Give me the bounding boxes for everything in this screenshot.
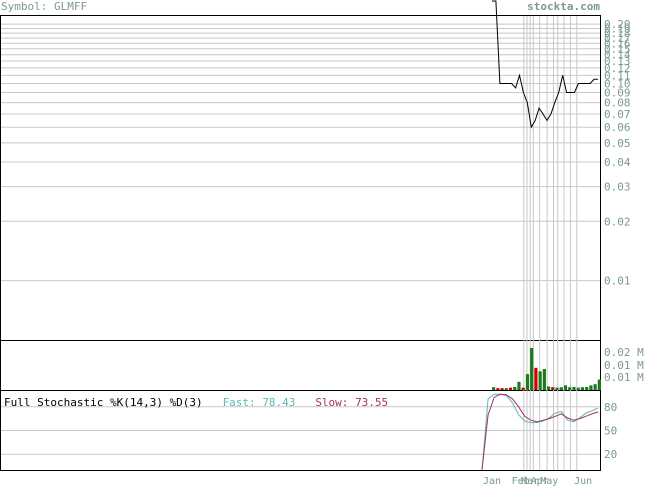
stochastic-tick-label: 20 (604, 448, 617, 461)
volume-bar (563, 385, 568, 390)
price-tick-label: 0.01 (604, 275, 631, 288)
stochastic-grid (1, 406, 600, 455)
volume-bars (492, 348, 601, 390)
fast-label: Fast: (222, 396, 256, 409)
price-tick-label: 0.05 (604, 137, 631, 150)
price-tick-label: 0.03 (604, 181, 631, 194)
volume-bar (504, 388, 508, 390)
volume-bar (538, 371, 542, 390)
volume-bar (492, 387, 496, 390)
stochastic-legend: Full Stochastic %K(14,3) %D(3) Fast: 78.… (4, 396, 388, 409)
x-tick-label: May (540, 476, 558, 486)
volume-bar (508, 387, 513, 390)
volume-bar (572, 386, 576, 390)
price-tick-label: 0.08 (604, 97, 631, 110)
volume-bar (547, 386, 551, 390)
x-tick-label: Mar (521, 476, 539, 486)
volume-bar (517, 381, 521, 390)
volume-bar (500, 388, 504, 390)
slow-value: 73.55 (355, 396, 389, 409)
volume-bar (597, 379, 601, 390)
symbol-label: Symbol: GLMFF (1, 0, 88, 13)
volume-bar (530, 348, 534, 390)
price-tick-label: 0.12 (604, 62, 631, 75)
price-tick-label: 0.20 (604, 18, 631, 31)
volume-bar (585, 386, 589, 390)
volume-bar (542, 369, 546, 390)
volume-bar (513, 386, 517, 390)
price-tick-label: 0.10 (604, 78, 631, 91)
price-grid (1, 23, 600, 282)
price-tick-label: 0.17 (604, 32, 631, 45)
volume-tick-label: 0.01 M (604, 371, 644, 384)
x-tick-label: Feb (512, 476, 530, 486)
site-name[interactable]: stockta.com (527, 0, 600, 13)
volume-bar (525, 374, 530, 390)
x-tick-label: Jan (483, 476, 501, 486)
price-tick-label: 0.14 (604, 49, 631, 62)
slow-label: Slow: (315, 396, 349, 409)
price-tick-label: 0.16 (604, 37, 631, 50)
x-tick-label: Apr (531, 476, 549, 486)
price-tick-label: 0.19 (604, 23, 631, 36)
volume-bar (521, 387, 525, 390)
price-panel-frame (0, 15, 601, 341)
volume-bar (593, 384, 597, 390)
volume-tick-label: 0.01 M (604, 359, 644, 372)
volume-bar (580, 387, 585, 390)
volume-panel-frame (0, 340, 601, 391)
price-tick-label: 0.18 (604, 27, 631, 40)
stochastic-series (481, 393, 599, 471)
price-tick-label: 0.04 (604, 156, 631, 169)
vertical-grid (523, 16, 578, 470)
price-axis-ticks: 0.200.190.180.170.160.150.140.130.120.11… (604, 18, 631, 287)
price-tick-label: 0.09 (604, 87, 631, 100)
price-tick-label: 0.13 (604, 55, 631, 68)
price-series (492, 0, 598, 129)
price-tick-label: 0.02 (604, 215, 631, 228)
fast-value: 78.43 (262, 396, 296, 409)
price-tick-label: 0.07 (604, 108, 631, 121)
volume-bar (568, 387, 572, 390)
stochastic-axis-ticks: 80 50 20 (604, 401, 617, 461)
stochastic-line-slow (481, 393, 599, 471)
volume-bar (496, 388, 500, 390)
volume-bar (534, 367, 538, 390)
volume-tick-label: 0.02 M (604, 346, 644, 359)
stochastic-title: Full Stochastic %K(14,3) %D(3) (4, 396, 203, 409)
x-tick-label: Jun (574, 476, 592, 486)
stochastic-panel-frame (0, 390, 601, 471)
price-tick-label: 0.15 (604, 43, 631, 56)
price-line (492, 0, 598, 129)
volume-bar (559, 387, 563, 390)
volume-axis-ticks: 0.02 M0.01 M0.01 M (604, 346, 644, 384)
volume-bar (576, 387, 580, 390)
price-tick-label: 0.11 (604, 69, 631, 82)
stochastic-tick-label: 50 (604, 425, 617, 438)
price-tick-label: 0.06 (604, 121, 631, 134)
stochastic-tick-label: 80 (604, 401, 617, 414)
volume-bar (589, 385, 593, 390)
volume-bar (555, 387, 559, 390)
volume-bar (551, 387, 555, 390)
